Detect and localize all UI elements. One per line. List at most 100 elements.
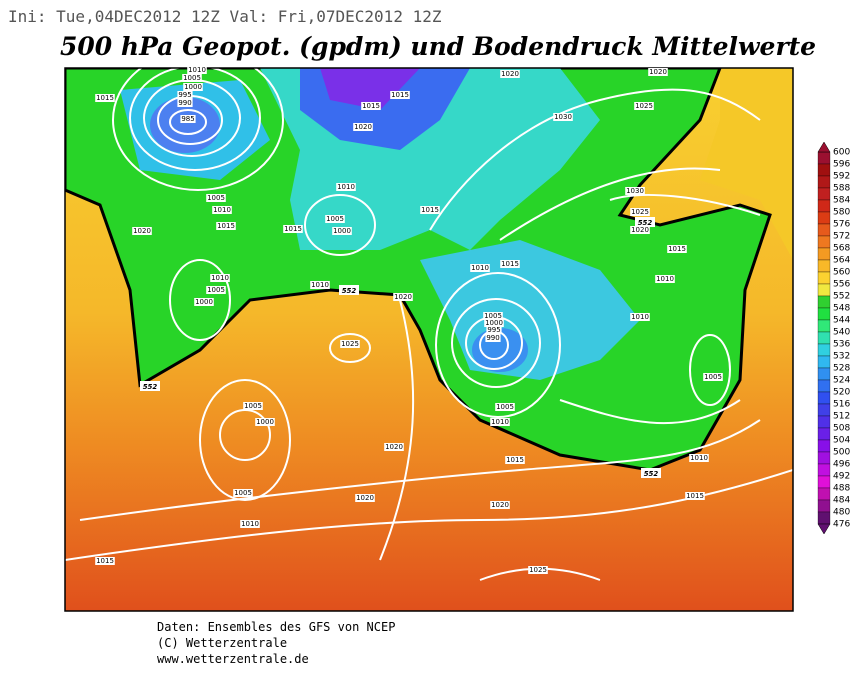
geopotential-label: 552 [638, 219, 653, 227]
geopotential-label-group: 552 [641, 468, 661, 478]
isobar-label: 1015 [362, 102, 380, 110]
colorbar-band [817, 187, 831, 201]
cold-field [150, 97, 220, 153]
isobar-label: 985 [181, 115, 194, 123]
isobar-label-bg [355, 494, 375, 502]
isobar-label-bg [182, 74, 202, 82]
warm-field [700, 68, 793, 260]
colorbar-band [817, 211, 831, 225]
colorbar-band [817, 475, 831, 489]
footer-line: www.wetterzentrale.de [157, 652, 309, 666]
colorbar-label: 532 [833, 352, 850, 362]
colorbar-band [817, 403, 831, 417]
isobar-label-bg [384, 443, 404, 451]
colorbar-label: 568 [833, 244, 850, 254]
isobar-label-group: 1015 [216, 222, 236, 230]
isobar-label-bg [255, 418, 275, 426]
isobar-label-bg [95, 94, 115, 102]
isobar-label: 1000 [485, 319, 503, 327]
isobar-label: 1010 [337, 183, 355, 191]
isobar-label-group: 1010 [655, 275, 675, 283]
isobar-label-bg [243, 402, 263, 410]
isobar-label-bg [420, 206, 440, 214]
isobar-label-bg [703, 373, 723, 381]
isobar-label: 1020 [394, 293, 412, 301]
isobar-label-group: 1020 [490, 501, 510, 509]
isobar-label-bg [486, 326, 502, 334]
colorbar-band [817, 427, 831, 441]
isobar-label-group: 1000 [332, 227, 352, 235]
isobar-label-bg [689, 454, 709, 462]
isobar-label-group: 1010 [490, 418, 510, 426]
colorbar-label: 500 [833, 448, 850, 458]
isobar-label-bg [490, 418, 510, 426]
geopotential-label-group: 552 [635, 217, 655, 227]
isobar-label-bg [212, 206, 232, 214]
isobar-label: 1005 [234, 489, 252, 497]
isobar-label-group: 1015 [390, 91, 410, 99]
isobar-label-group: 990 [485, 334, 501, 342]
colorbar-label: 600 [833, 148, 850, 158]
isobar-label-group: 1025 [340, 340, 360, 348]
isobar-label-group: 1000 [484, 319, 504, 327]
isobar-label-bg [310, 281, 330, 289]
isobar-label: 1000 [184, 83, 202, 91]
isobar-label: 990 [486, 334, 499, 342]
colorbar-band [817, 391, 831, 405]
isobar-label: 1025 [529, 566, 547, 574]
isobar-label-group: 1010 [212, 206, 232, 214]
colorbar-band [817, 271, 831, 285]
isobar-label: 1010 [211, 274, 229, 282]
isobar-label: 1005 [484, 312, 502, 320]
colorbar-band [817, 367, 831, 381]
colorbar-label: 516 [833, 400, 850, 410]
isobar-label-bg [630, 313, 650, 321]
isobar-label-group: 1020 [648, 68, 668, 76]
colorbar-band [817, 511, 831, 525]
colorbar-label: 536 [833, 340, 850, 350]
isobar-label-bg [553, 113, 573, 121]
geopotential-label-bg [635, 217, 655, 227]
geopotential-label-bg [641, 468, 661, 478]
isobar-label-group: 1020 [393, 293, 413, 301]
isobar-label-group: 995 [486, 326, 502, 334]
isobar-label: 1010 [241, 520, 259, 528]
isobar-label-bg [490, 501, 510, 509]
isobar-label: 1025 [341, 340, 359, 348]
isobar-label-bg [484, 319, 504, 327]
isobar-label: 1020 [354, 123, 372, 131]
isobar-label-group: 985 [180, 115, 196, 123]
map-frame [64, 67, 794, 612]
colorbar-label: 584 [833, 196, 850, 206]
isobar-label-bg [240, 520, 260, 528]
isobar-label: 1010 [471, 264, 489, 272]
colorbar-label: 524 [833, 376, 850, 386]
isobar-label: 995 [178, 91, 191, 99]
isobar-label-bg [183, 83, 203, 91]
colorbar-band [817, 487, 831, 501]
isobar-label-bg [180, 115, 196, 123]
isobar-label-group: 1010 [630, 313, 650, 321]
isobar-label-bg [340, 340, 360, 348]
isobar-label-group: 1010 [187, 66, 207, 74]
colorbar-band [817, 163, 831, 177]
isobar-label-bg [353, 123, 373, 131]
isobar-label: 1020 [491, 501, 509, 509]
isobar-label-group: 1020 [630, 226, 650, 234]
colorbar-label: 576 [833, 220, 850, 230]
isobar-label-group: 1020 [132, 227, 152, 235]
colorbar-band [817, 499, 831, 513]
colorbar-band [817, 331, 831, 345]
isobar-label-bg [685, 492, 705, 500]
isobar-label-group: 1005 [182, 74, 202, 82]
isobar-label-bg [233, 489, 253, 497]
colorbar-label: 476 [833, 520, 850, 530]
isobar-label-bg [655, 275, 675, 283]
isobar-label: 1025 [635, 102, 653, 110]
isobar-label: 1030 [554, 113, 572, 121]
geopotential-label-group: 552 [339, 285, 359, 295]
colorbar-label: 488 [833, 484, 850, 494]
isobar-label-bg [390, 91, 410, 99]
colorbar-band [817, 259, 831, 273]
